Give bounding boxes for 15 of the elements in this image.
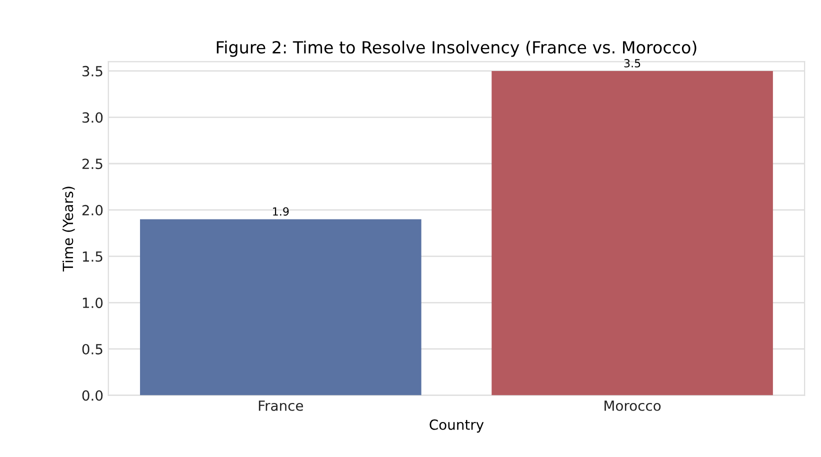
y-tick-label: 3.5 [82, 66, 102, 76]
y-axis-title: Time (Years) [62, 186, 75, 272]
y-tick-label: 1.5 [82, 251, 102, 262]
x-tick-label: France [258, 400, 304, 411]
x-tick-label: Morocco [604, 400, 661, 411]
y-tick-label: 3.0 [82, 112, 103, 123]
data-label: 1.9 [273, 207, 289, 216]
y-tick-label: 0.5 [82, 344, 102, 354]
y-tick-label: 2.5 [82, 158, 102, 170]
data-label: 3.5 [624, 59, 640, 68]
y-tick-label: 1.0 [82, 298, 103, 308]
x-axis-title: Country [430, 419, 484, 433]
chart-title: Figure 2: Time to Resolve Insolvency (France vs. Morocco) [216, 40, 696, 57]
y-tick-label: 2.0 [82, 204, 103, 216]
y-tick-label: 0.0 [82, 390, 103, 401]
